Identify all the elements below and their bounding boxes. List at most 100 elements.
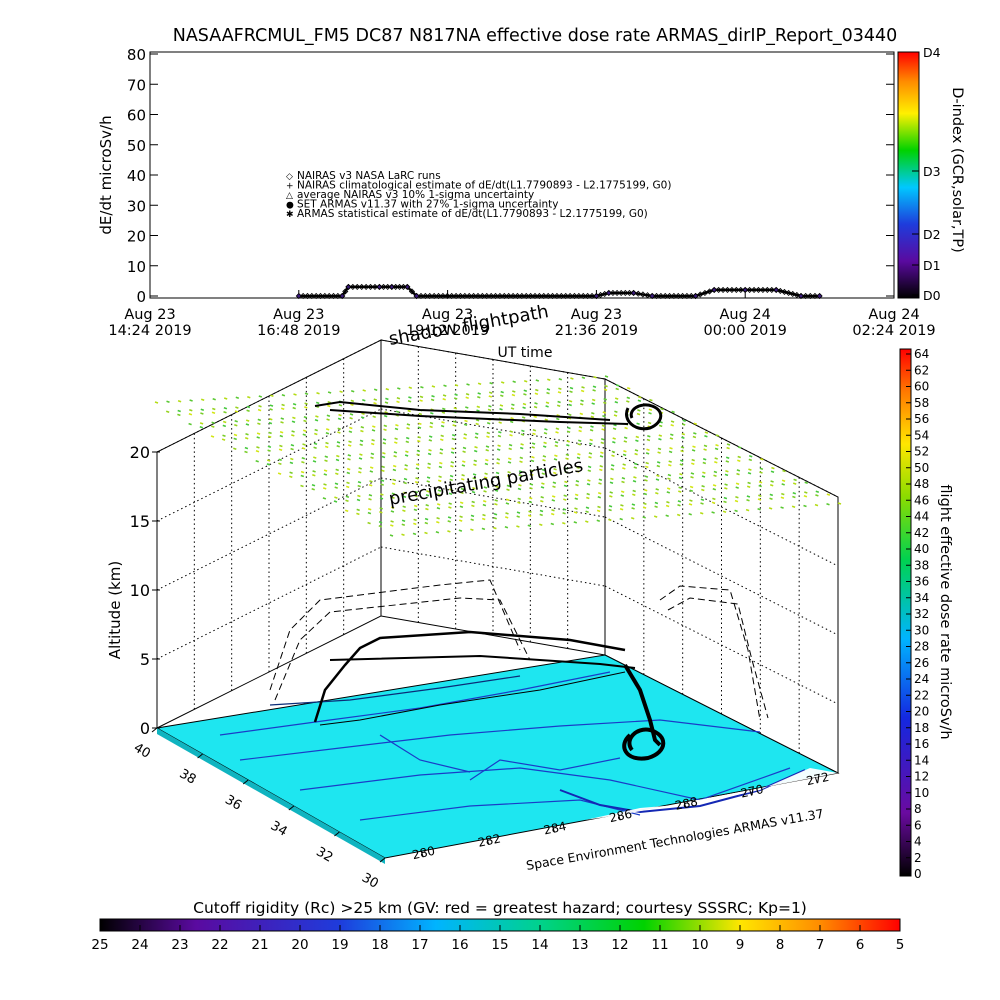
- top-series-marker: [363, 283, 370, 290]
- particle-mark: [588, 455, 592, 459]
- particle-mark: [552, 485, 556, 488]
- particle-mark: [609, 481, 614, 484]
- top-series-marker: [649, 292, 656, 300]
- top-y-tick-label: 0: [136, 288, 146, 306]
- top-series-marker: [431, 292, 438, 300]
- particle-mark: [394, 437, 398, 441]
- particle-mark: [815, 494, 819, 497]
- particle-mark: [211, 421, 215, 424]
- particle-mark: [324, 445, 329, 449]
- particle-mark: [442, 394, 447, 397]
- particle-mark: [498, 421, 502, 424]
- particle-mark: [460, 477, 465, 481]
- dose-rate-tick-label: 18: [914, 721, 929, 735]
- particle-mark: [712, 487, 717, 491]
- particle-mark: [424, 517, 429, 521]
- particle-mark: [603, 388, 608, 391]
- top-series-marker: [666, 292, 673, 300]
- particle-mark: [420, 385, 424, 389]
- longitude-tick-label: 288: [674, 794, 699, 812]
- particle-mark: [403, 491, 407, 495]
- particle-mark: [804, 491, 808, 494]
- particle-mark: [380, 483, 384, 486]
- particle-mark: [482, 503, 487, 507]
- particle-mark: [234, 423, 238, 427]
- particle-mark: [379, 511, 383, 514]
- particle-mark: [372, 425, 376, 428]
- top-series-marker: [662, 292, 669, 300]
- particle-mark: [315, 415, 319, 418]
- particle-mark: [419, 399, 423, 402]
- latitude-tick-label: 36: [222, 792, 244, 813]
- top-series-marker: [688, 292, 695, 300]
- particle-mark: [769, 497, 773, 500]
- top-y-tick-label: 80: [127, 46, 146, 64]
- particle-mark: [368, 484, 373, 487]
- particle-mark: [544, 418, 549, 421]
- particle-mark: [465, 392, 470, 396]
- particle-mark: [546, 391, 550, 395]
- particle-mark: [531, 455, 535, 459]
- particle-mark: [579, 412, 584, 416]
- grid-line-left: [156, 408, 382, 522]
- particle-mark: [256, 446, 260, 449]
- particle-mark: [447, 530, 451, 533]
- top-series-marker: [388, 283, 395, 290]
- particle-mark: [470, 518, 474, 522]
- particle-mark: [596, 519, 601, 522]
- particle-mark: [714, 460, 718, 464]
- particle-mark: [678, 486, 682, 490]
- particle-mark: [475, 419, 480, 422]
- particle-mark: [505, 502, 510, 505]
- particle-mark: [714, 447, 719, 451]
- particle-mark: [448, 506, 452, 509]
- particle-mark: [621, 480, 625, 484]
- particle-mark: [632, 489, 636, 493]
- particle-mark: [279, 444, 283, 448]
- particle-mark: [424, 521, 429, 525]
- particle-mark: [289, 461, 294, 465]
- top-series-marker: [759, 286, 766, 294]
- longitude-tick: [683, 801, 687, 809]
- particle-mark: [528, 496, 533, 500]
- top-series-marker: [321, 292, 328, 300]
- particle-mark: [573, 511, 578, 514]
- dose-rate-tick-label: 48: [914, 477, 929, 491]
- particle-mark: [212, 397, 216, 401]
- latitude-tick: [288, 805, 295, 811]
- particle-mark: [302, 429, 307, 433]
- particle-mark: [588, 452, 593, 455]
- top-series-marker: [304, 292, 311, 300]
- particle-mark: [337, 431, 341, 434]
- particle-mark: [580, 399, 584, 402]
- top-series-marker: [746, 286, 753, 294]
- particle-mark: [603, 398, 607, 401]
- particle-mark: [349, 426, 353, 430]
- latitude-tick-label: 38: [177, 766, 199, 787]
- particle-mark: [463, 433, 468, 436]
- particle-mark: [702, 461, 707, 465]
- particle-mark: [620, 494, 625, 497]
- particle-mark: [322, 487, 327, 490]
- particle-mark: [725, 469, 729, 473]
- top-series-marker: [523, 292, 530, 300]
- particle-mark: [699, 512, 704, 515]
- particle-mark: [642, 516, 646, 519]
- particle-mark: [372, 415, 376, 419]
- particle-mark: [735, 496, 739, 499]
- d-index-tick-label: D1: [923, 258, 941, 273]
- particle-mark: [255, 450, 260, 453]
- particle-mark: [656, 474, 660, 478]
- particle-mark: [381, 455, 386, 459]
- particle-mark: [590, 415, 595, 419]
- particle-mark: [449, 478, 453, 482]
- particle-mark: [408, 386, 413, 390]
- particle-mark: [500, 390, 504, 394]
- particle-mark: [334, 482, 339, 485]
- dose-rate-tick-label: 4: [914, 835, 922, 849]
- particle-mark: [369, 470, 374, 473]
- particle-mark: [383, 428, 387, 431]
- particle-mark: [516, 515, 520, 518]
- top-series-marker: [510, 292, 517, 300]
- particle-mark: [257, 408, 262, 412]
